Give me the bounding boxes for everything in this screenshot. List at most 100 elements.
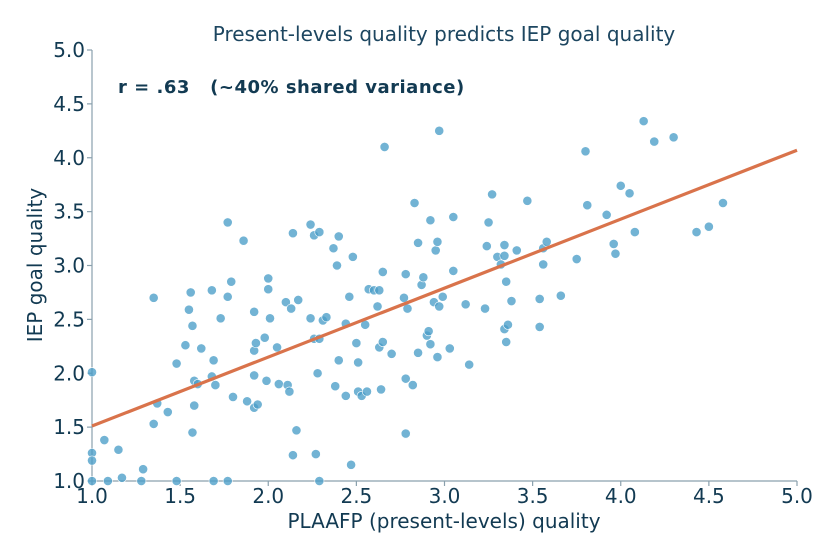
data-point	[580, 146, 591, 157]
data-point	[252, 399, 263, 410]
data-point	[703, 221, 714, 232]
data-point	[261, 375, 272, 386]
data-point	[425, 339, 436, 350]
data-point	[259, 332, 270, 343]
data-point	[136, 476, 147, 486]
data-point	[187, 427, 198, 438]
data-point	[615, 180, 626, 191]
data-point	[222, 476, 233, 486]
data-point	[288, 228, 298, 239]
x-tick-label: 4.0	[605, 484, 637, 508]
data-point	[638, 116, 649, 127]
data-point	[601, 209, 612, 220]
y-tick-label: 4.0	[53, 146, 85, 170]
data-point	[333, 231, 344, 242]
data-point	[432, 236, 443, 247]
x-tick-label: 1.5	[164, 484, 196, 508]
data-point	[346, 459, 356, 470]
chart-title: Present-levels quality predicts IEP goal…	[213, 22, 676, 46]
data-point	[501, 276, 512, 287]
data-point	[571, 254, 582, 264]
data-point	[448, 265, 459, 276]
data-point	[377, 337, 388, 347]
data-point	[344, 291, 355, 302]
data-point	[284, 386, 295, 397]
data-point	[333, 355, 344, 366]
data-point	[226, 276, 237, 287]
data-point	[522, 195, 533, 206]
x-axis-label: PLAAFP (present-levels) quality	[287, 509, 600, 533]
data-point	[321, 312, 332, 323]
y-tick-label: 3.0	[53, 254, 85, 278]
data-point	[386, 348, 397, 359]
data-point	[99, 435, 110, 445]
data-point	[487, 189, 497, 200]
data-point	[483, 217, 494, 228]
data-point	[280, 297, 291, 308]
data-point	[162, 407, 173, 417]
data-point	[187, 320, 198, 331]
data-point	[222, 291, 233, 302]
data-point	[407, 380, 418, 391]
data-point	[376, 384, 386, 395]
data-point	[425, 215, 436, 226]
data-point	[312, 368, 323, 379]
data-point	[691, 227, 702, 237]
data-point	[372, 301, 383, 312]
data-point	[206, 285, 217, 296]
data-point	[238, 235, 249, 246]
data-point	[263, 284, 274, 295]
data-point	[340, 390, 351, 401]
data-point	[215, 313, 226, 324]
x-tick-label: 2.0	[252, 484, 284, 508]
y-tick-label: 2.5	[53, 307, 85, 331]
data-point	[555, 290, 566, 301]
data-point	[330, 381, 341, 392]
data-point	[409, 198, 420, 208]
regression-line	[91, 148, 798, 428]
data-point	[499, 250, 510, 261]
data-point	[208, 355, 219, 366]
data-point	[117, 472, 127, 483]
data-point	[534, 294, 545, 304]
data-point	[481, 241, 492, 252]
data-point	[87, 367, 97, 378]
data-point	[138, 464, 149, 475]
data-point	[434, 125, 445, 136]
data-point	[374, 285, 385, 296]
data-point	[184, 304, 194, 315]
data-point	[228, 392, 238, 402]
data-point	[210, 380, 221, 391]
data-point	[423, 326, 434, 337]
data-point	[288, 450, 298, 461]
data-point	[534, 322, 545, 332]
data-point	[148, 292, 159, 303]
data-point	[208, 476, 219, 486]
data-point	[286, 303, 297, 314]
data-point	[608, 239, 619, 249]
data-point	[171, 476, 182, 486]
data-point	[102, 476, 113, 486]
data-point	[113, 444, 124, 455]
data-point	[242, 396, 252, 407]
y-tick-label: 2.0	[53, 361, 85, 385]
data-point	[499, 240, 510, 250]
data-point	[265, 313, 275, 324]
data-point	[400, 428, 411, 439]
data-point	[400, 373, 411, 384]
data-point	[503, 319, 513, 330]
y-tick-label: 5.0	[53, 38, 85, 62]
data-point	[222, 217, 233, 228]
data-point	[272, 342, 282, 353]
data-point	[379, 142, 390, 152]
data-point	[180, 340, 191, 351]
data-point	[314, 227, 325, 237]
data-point	[464, 359, 475, 370]
data-point	[87, 476, 97, 486]
axes: 1.0 1.5 2.0 2.5 3.0 3.5 4.0 4.5 5.0 1.0 1.5 2.0 2.5 3…	[53, 38, 813, 508]
data-point	[501, 337, 512, 347]
data-point	[668, 132, 679, 143]
correlation-annotation: r = .63 (~40% shared variance)	[118, 77, 465, 98]
data-point	[624, 188, 635, 199]
